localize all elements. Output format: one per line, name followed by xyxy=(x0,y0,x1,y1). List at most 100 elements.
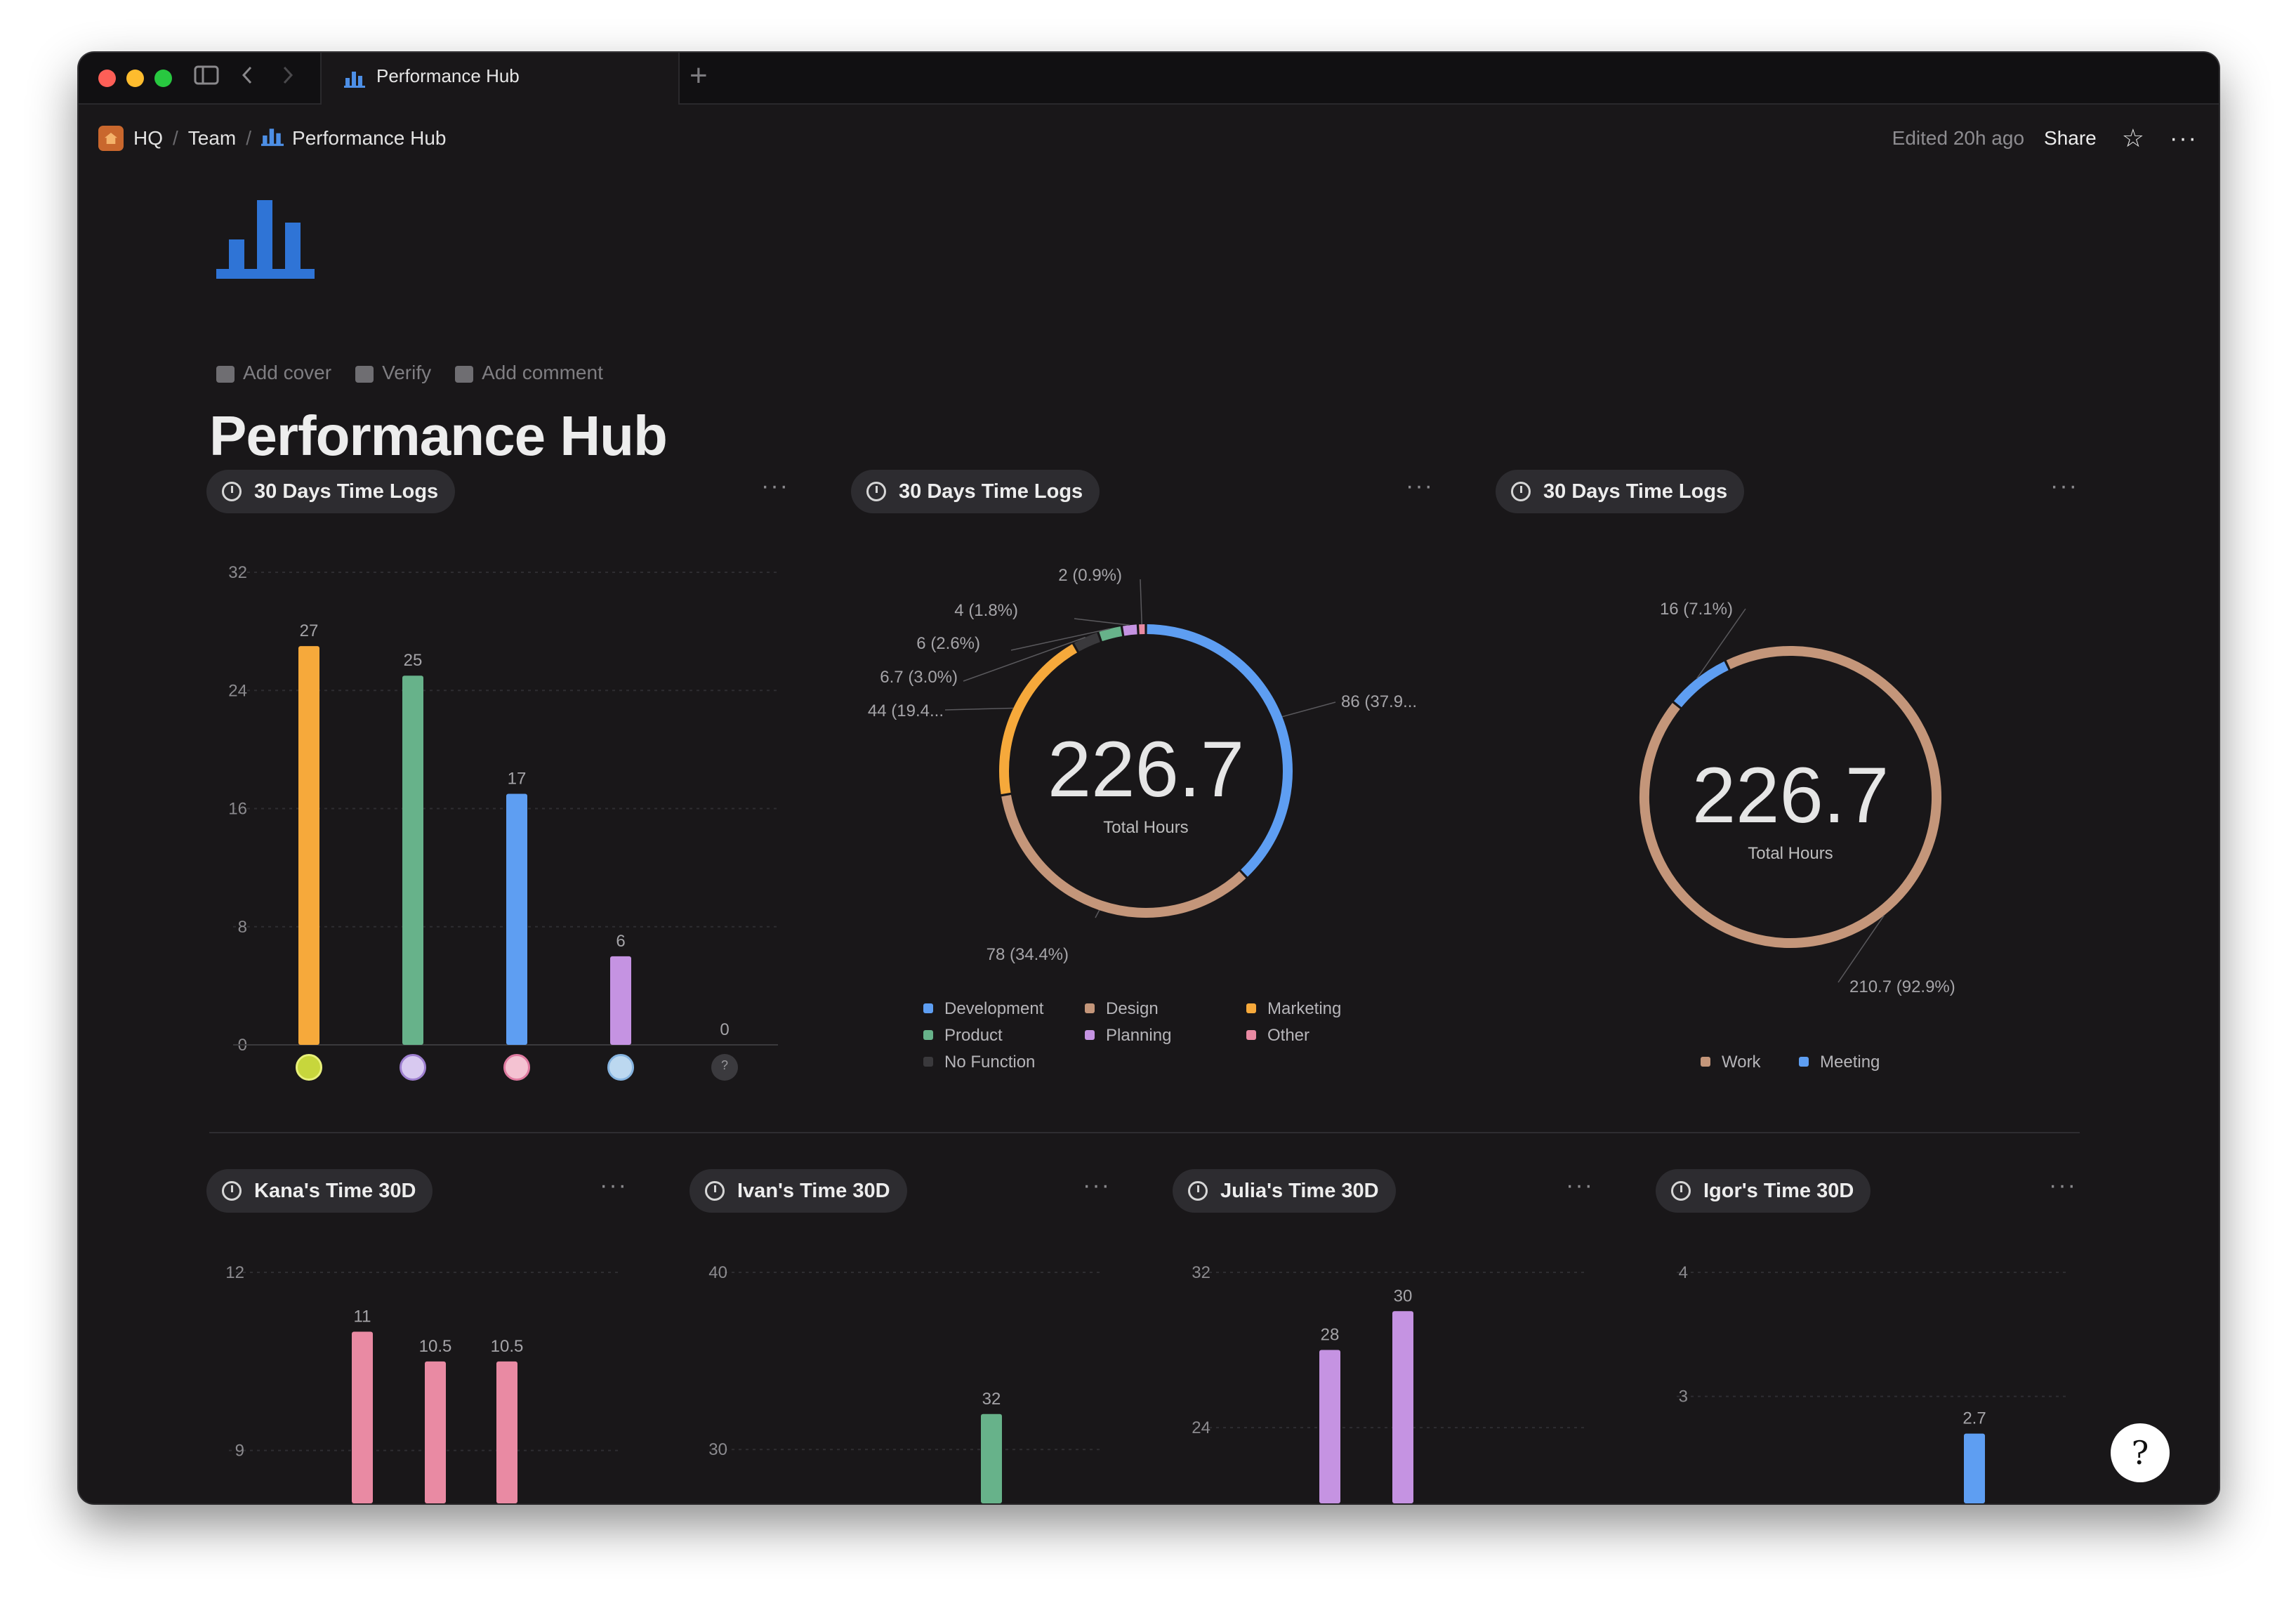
verify-label: Verify xyxy=(382,362,432,383)
donut-total-value: 226.7 xyxy=(1692,751,1889,839)
bar-value-label: 30 xyxy=(1394,1286,1413,1305)
page-title[interactable]: Performance Hub xyxy=(209,404,668,467)
back-icon[interactable] xyxy=(240,62,254,93)
slice-label: 6 (2.6%) xyxy=(916,634,980,653)
legend-item-no-function: No Function xyxy=(923,1053,1035,1072)
y-tick-label: 32 xyxy=(1192,1263,1210,1282)
widget-more-icon[interactable]: ··· xyxy=(2050,473,2078,499)
unknown-avatar[interactable]: ? xyxy=(711,1054,738,1081)
donut-slice xyxy=(1123,624,1137,636)
igor-time-bar-chart: 342.7 xyxy=(1677,1263,2069,1503)
function-donut-chart: 86 (37.9... 78 (34.4%) 44 (19.4... 6.7 (3.0… xyxy=(868,566,1417,964)
image-icon xyxy=(216,365,235,383)
slice-leader-line xyxy=(1010,628,1110,651)
slice-label: 4 (1.8%) xyxy=(954,601,1018,620)
widget-more-icon[interactable]: ··· xyxy=(600,1172,628,1199)
share-button[interactable]: Share xyxy=(2044,127,2097,149)
legend-item-work: Work xyxy=(1701,1053,1761,1072)
bar-value-label: 32 xyxy=(982,1390,1001,1409)
breadcrumb: HQ / Team / Performance Hub xyxy=(98,123,446,154)
comment-icon xyxy=(455,365,474,383)
breadcrumb-item-hq[interactable]: HQ xyxy=(133,127,163,149)
donut-slice xyxy=(1147,624,1293,877)
bar xyxy=(402,676,423,1045)
widget-title-pill[interactable]: Julia's Time 30D xyxy=(1173,1169,1396,1213)
person-avatar[interactable] xyxy=(400,1054,426,1081)
forward-icon[interactable] xyxy=(281,62,295,93)
bar xyxy=(425,1361,446,1503)
breadcrumb-separator: / xyxy=(173,127,178,149)
bar-chart-icon xyxy=(261,126,284,151)
y-tick-label: 24 xyxy=(228,681,247,700)
legend-swatch xyxy=(923,1003,933,1013)
legend-label: Work xyxy=(1722,1053,1761,1072)
tab-performance-hub[interactable]: Performance Hub xyxy=(320,53,680,105)
person-avatar[interactable] xyxy=(296,1054,322,1081)
slice-label: 44 (19.4... xyxy=(868,701,944,720)
section-divider xyxy=(209,1132,2080,1133)
widget-title-pill[interactable]: Kana's Time 30D xyxy=(206,1169,433,1213)
top-actions: Edited 20h ago Share ☆ ··· xyxy=(1892,123,2198,154)
legend-item-development: Development xyxy=(923,999,1043,1019)
clock-icon xyxy=(705,1181,725,1201)
verify-button[interactable]: Verify xyxy=(355,362,431,384)
bar-value-label: 11 xyxy=(354,1307,371,1326)
bar xyxy=(1964,1433,1985,1503)
slice-leader-line xyxy=(1838,915,1885,983)
y-tick-label: 4 xyxy=(1679,1263,1688,1282)
widget-more-icon[interactable]: ··· xyxy=(2049,1172,2077,1199)
work-meeting-donut-chart: 210.7 (92.9%) 16 (7.1%) 226.7 Total Hours xyxy=(1639,600,1955,996)
bar xyxy=(298,646,319,1045)
sidebar-toggle-icon[interactable] xyxy=(194,62,219,93)
slice-leader-line xyxy=(1095,909,1100,918)
zoom-window-button[interactable] xyxy=(154,70,172,87)
slice-label: 2 (0.9%) xyxy=(1058,566,1122,585)
legend-swatch xyxy=(1246,1003,1256,1013)
clock-icon xyxy=(1188,1181,1208,1201)
bar-value-label: 28 xyxy=(1321,1326,1340,1345)
breadcrumb-item-team[interactable]: Team xyxy=(187,127,237,149)
person-avatar[interactable] xyxy=(607,1054,634,1081)
tab-bar: Performance Hub + xyxy=(79,53,2219,105)
legend-item-other: Other xyxy=(1246,1026,1309,1046)
help-button[interactable]: ? xyxy=(2111,1423,2170,1482)
breadcrumb-item-performance-hub[interactable]: Performance Hub xyxy=(292,127,447,149)
legend-swatch xyxy=(923,1029,933,1040)
y-tick-label: 8 xyxy=(238,918,247,937)
bar-value-label: 2.7 xyxy=(1962,1409,1986,1428)
close-window-button[interactable] xyxy=(98,70,116,87)
widget-title-pill[interactable]: 30 Days Time Logs xyxy=(1496,470,1745,513)
donut-slice xyxy=(1674,661,1729,708)
minimize-window-button[interactable] xyxy=(126,70,144,87)
slice-label: 210.7 (92.9%) xyxy=(1849,977,1955,996)
slice-leader-line xyxy=(1140,579,1142,625)
new-tab-button[interactable]: + xyxy=(690,58,708,93)
verify-badge-icon xyxy=(355,365,374,383)
widget-title-pill[interactable]: 30 Days Time Logs xyxy=(206,470,456,513)
widget-more-icon[interactable]: ··· xyxy=(1406,473,1434,499)
slice-leader-line xyxy=(1281,701,1336,718)
bar xyxy=(352,1331,373,1503)
favorite-star-icon[interactable]: ☆ xyxy=(2121,124,2145,152)
widget-title-pill[interactable]: Ivan's Time 30D xyxy=(690,1169,907,1213)
widget-title: Igor's Time 30D xyxy=(1703,1179,1854,1202)
legend-item-marketing: Marketing xyxy=(1246,999,1341,1019)
more-options-icon[interactable]: ··· xyxy=(2170,124,2198,152)
add-cover-button[interactable]: Add cover xyxy=(216,362,331,384)
widget-title: Julia's Time 30D xyxy=(1220,1179,1379,1202)
widget-title-pill[interactable]: Igor's Time 30D xyxy=(1656,1169,1871,1213)
widget-more-icon[interactable]: ··· xyxy=(1566,1172,1594,1199)
legend-label: No Function xyxy=(944,1053,1036,1072)
y-tick-label: 30 xyxy=(708,1440,727,1459)
person-avatar[interactable] xyxy=(503,1054,530,1081)
slice-label: 86 (37.9... xyxy=(1341,692,1417,711)
widget-more-icon[interactable]: ··· xyxy=(761,473,789,499)
add-comment-button[interactable]: Add comment xyxy=(455,362,603,384)
widget-title: 30 Days Time Logs xyxy=(254,480,439,503)
page-bar-chart-icon[interactable] xyxy=(216,200,315,284)
y-tick-label: 12 xyxy=(225,1263,244,1282)
widget-title-pill[interactable]: 30 Days Time Logs xyxy=(851,470,1100,513)
widget-more-icon[interactable]: ··· xyxy=(1083,1172,1111,1199)
